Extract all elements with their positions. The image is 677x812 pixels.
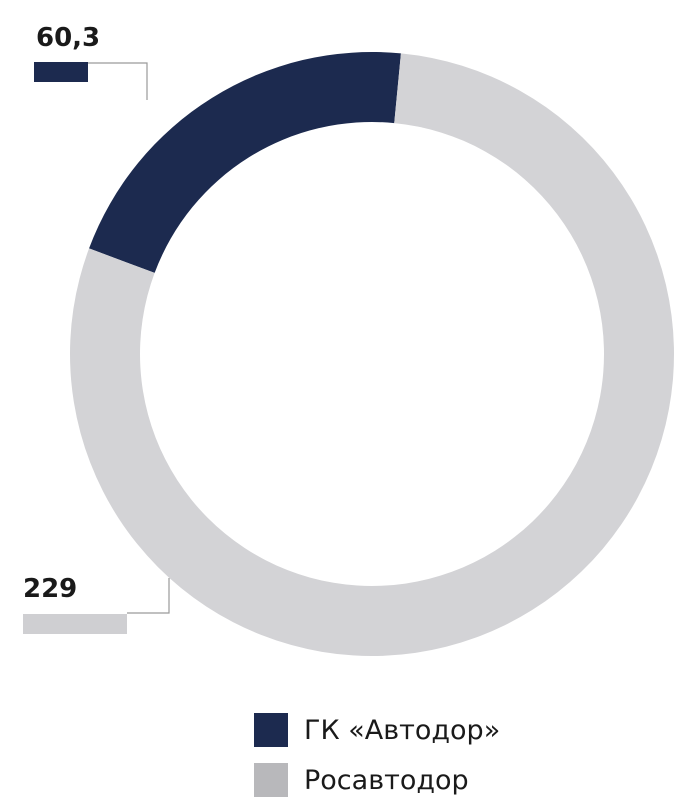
donut-chart: 60,3 229 bbox=[23, 23, 675, 657]
leader-line-1 bbox=[127, 578, 170, 614]
donut-slice-0 bbox=[89, 52, 401, 273]
legend-swatch-avtodor bbox=[254, 713, 288, 747]
legend-item-rosavtodor: Росавтодор bbox=[254, 762, 500, 798]
data-label-0: 60,3 bbox=[36, 23, 100, 53]
callout-bar-1 bbox=[23, 614, 127, 634]
legend-label-rosavtodor: Росавтодор bbox=[304, 764, 469, 796]
donut-slices bbox=[70, 52, 675, 657]
legend-label-avtodor: ГК «Автодор» bbox=[304, 714, 501, 746]
legend-item-avtodor: ГК «Автодор» bbox=[254, 712, 500, 748]
legend: ГК «Автодор» Росавтодор bbox=[254, 712, 500, 812]
callout-bar-0 bbox=[34, 62, 88, 82]
legend-swatch-rosavtodor bbox=[254, 763, 288, 797]
leader-line-0 bbox=[88, 62, 148, 100]
data-label-1: 229 bbox=[23, 574, 77, 604]
data-callouts: 60,3 229 bbox=[23, 23, 170, 634]
